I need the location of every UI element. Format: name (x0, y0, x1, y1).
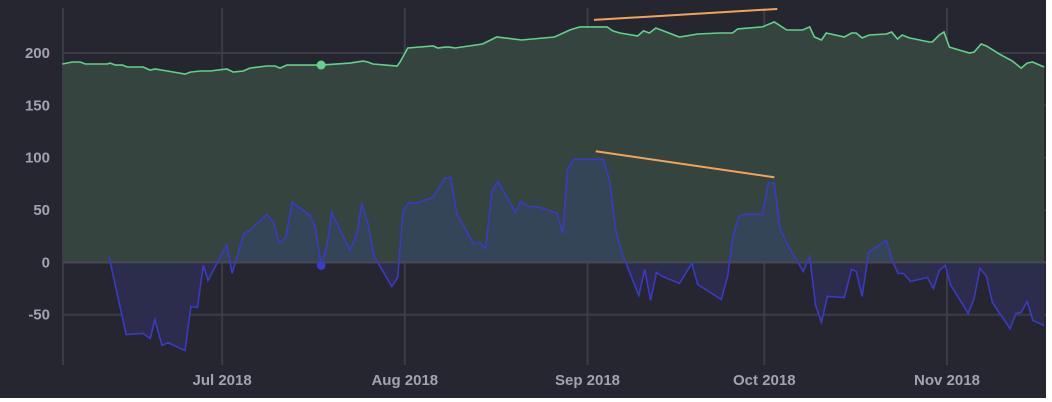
y-tick-label: 0 (42, 254, 50, 271)
y-tick-label: 150 (25, 97, 50, 114)
y-axis-ticks: 200 150 100 50 0 -50 (25, 45, 50, 324)
y-tick-label: -50 (28, 307, 50, 324)
oscillator-trendline (595, 150, 775, 179)
series-lines (62, 20, 1045, 352)
y-tick-label: 50 (33, 202, 50, 219)
x-tick-label: Aug 2018 (371, 372, 438, 389)
x-tick-label: Jul 2018 (193, 372, 252, 389)
trendlines (593, 7, 778, 179)
oscillator-line (108, 158, 1045, 352)
x-tick-label: Oct 2018 (733, 372, 796, 389)
x-tick-label: Sep 2018 (555, 372, 620, 389)
price-trendline (593, 7, 778, 21)
price-marker (316, 60, 326, 70)
price-area (62, 21, 1045, 263)
markers (316, 60, 326, 270)
y-tick-label: 100 (25, 150, 50, 167)
price-line (62, 20, 1045, 75)
y-tick-label: 200 (25, 45, 50, 62)
oscillator-marker (316, 260, 326, 270)
x-axis-ticks: Jul 2018 Aug 2018 Sep 2018 Oct 2018 Nov … (193, 372, 980, 389)
oscillator-area-negative (108, 262, 1045, 351)
x-tick-label: Nov 2018 (914, 372, 980, 389)
